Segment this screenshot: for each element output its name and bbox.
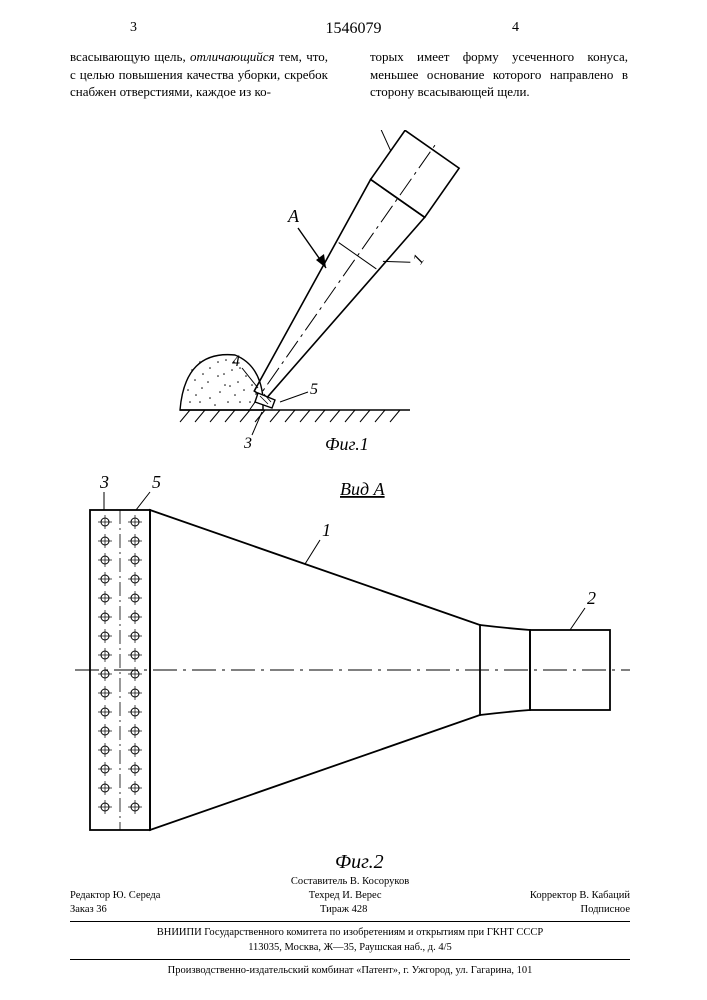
fig1-label-5: 5: [310, 381, 318, 398]
footer-redaktor: Редактор Ю. Середа: [70, 889, 160, 903]
svg-text:1: 1: [410, 251, 429, 267]
fig2-view-label: Вид А: [340, 479, 386, 499]
fig1-label-3: 3: [243, 435, 252, 452]
footer-sostav: Составитель В. Косоруков: [70, 875, 630, 889]
fig2-label-5: 5: [152, 472, 161, 492]
fig2-label-3: 3: [99, 472, 109, 492]
svg-text:А: А: [287, 206, 300, 226]
fig2-caption: Фиг.2: [335, 851, 384, 870]
footer-zakaz: Заказ 36: [70, 903, 107, 917]
patent-number: 1546079: [0, 20, 707, 38]
fig1-caption: Фиг.1: [325, 434, 369, 454]
body-text-left: всасывающую щель, отличающийся тем, что,…: [70, 48, 328, 101]
view-arrow-a: А: [287, 206, 326, 268]
footer-korrektor: Корректор В. Кабаций: [530, 889, 630, 903]
debris-pile: [180, 355, 263, 410]
fig1-label-4: 4: [232, 353, 240, 370]
page-number-right: 4: [512, 20, 519, 36]
footer-vniip: ВНИИПИ Государственного комитета по изоб…: [70, 926, 630, 940]
footer-tehred: Техред И. Верес: [309, 889, 382, 903]
fig2-label-2: 2: [587, 588, 596, 608]
fig2-label-1: 1: [322, 520, 331, 540]
figure-2: Вид А 3 5: [75, 472, 630, 870]
footer-tirazh: Тираж 428: [320, 903, 367, 917]
footer: Составитель В. Косоруков Редактор Ю. Сер…: [70, 875, 630, 978]
figure-1: 2 1: [180, 130, 488, 454]
footer-podpis: Подписное: [581, 903, 630, 917]
footer-printer: Производственно-издательский комбинат «П…: [70, 964, 630, 978]
footer-address: 113035, Москва, Ж—35, Раушская наб., д. …: [70, 941, 630, 955]
body-text-right: торых имеет форму усеченного конуса, мен…: [370, 48, 628, 101]
figures-area: 2 1: [0, 130, 707, 870]
